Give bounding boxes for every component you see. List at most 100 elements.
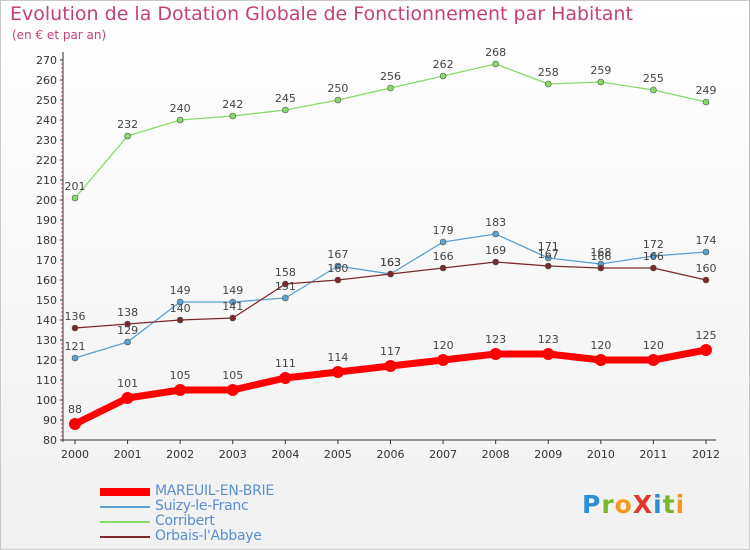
data-label: 168 bbox=[590, 246, 611, 259]
y-tick-label: 170 bbox=[36, 254, 57, 267]
data-label: 259 bbox=[590, 64, 611, 77]
data-label: 268 bbox=[485, 46, 506, 59]
y-tick-label: 240 bbox=[36, 114, 57, 127]
data-point bbox=[71, 324, 79, 332]
logo-letter: X bbox=[632, 490, 654, 519]
data-point bbox=[439, 264, 447, 272]
data-point bbox=[121, 392, 134, 404]
logo-letter: o bbox=[614, 490, 633, 519]
data-label: 105 bbox=[222, 369, 243, 382]
data-label: 171 bbox=[538, 240, 559, 253]
data-point bbox=[594, 354, 607, 366]
data-label: 88 bbox=[68, 403, 82, 416]
x-tick-label: 2008 bbox=[482, 448, 510, 461]
data-label: 166 bbox=[433, 250, 454, 263]
chart-title: Evolution de la Dotation Globale de Fonc… bbox=[10, 3, 633, 25]
data-point bbox=[334, 276, 342, 284]
data-label: 160 bbox=[327, 262, 348, 275]
legend-swatch-mareuil bbox=[100, 488, 150, 496]
x-tick-label: 2004 bbox=[271, 448, 299, 461]
legend-swatch-suizy bbox=[100, 506, 150, 508]
data-label: 256 bbox=[380, 70, 401, 83]
data-point bbox=[176, 116, 184, 124]
data-point bbox=[700, 344, 712, 356]
logo-letter: i bbox=[653, 490, 663, 519]
data-label: 183 bbox=[485, 216, 506, 229]
y-tick-label: 230 bbox=[36, 134, 57, 147]
x-tick-label: 2012 bbox=[692, 448, 720, 461]
data-point bbox=[331, 366, 344, 378]
x-tick-label: 2009 bbox=[534, 448, 562, 461]
y-tick-label: 150 bbox=[36, 294, 57, 307]
data-label: 149 bbox=[170, 284, 191, 297]
data-label: 250 bbox=[327, 82, 348, 95]
x-tick-label: 2000 bbox=[61, 448, 89, 461]
y-tick-label: 270 bbox=[36, 54, 57, 67]
data-label: 105 bbox=[170, 369, 191, 382]
data-label: 166 bbox=[643, 250, 664, 263]
data-label: 123 bbox=[485, 333, 506, 346]
data-point bbox=[282, 294, 289, 302]
y-tick-label: 120 bbox=[36, 354, 57, 367]
data-label: 163 bbox=[380, 256, 401, 269]
data-label: 114 bbox=[327, 351, 348, 364]
data-label: 140 bbox=[170, 302, 191, 315]
data-point bbox=[437, 354, 450, 366]
data-point bbox=[174, 384, 187, 396]
data-label: 120 bbox=[643, 339, 664, 352]
data-point bbox=[597, 264, 605, 272]
data-point bbox=[544, 262, 552, 270]
data-point bbox=[597, 78, 605, 86]
data-point bbox=[702, 248, 710, 256]
data-label: 138 bbox=[117, 306, 138, 319]
y-tick-label: 210 bbox=[36, 174, 57, 187]
data-point bbox=[702, 276, 710, 284]
data-point bbox=[334, 96, 342, 104]
data-point bbox=[384, 360, 397, 372]
data-label: 101 bbox=[117, 377, 138, 390]
x-tick-label: 2005 bbox=[324, 448, 352, 461]
data-point bbox=[229, 298, 237, 306]
legend-label-corribert: Corribert bbox=[155, 513, 215, 529]
data-point bbox=[439, 238, 447, 246]
data-label: 240 bbox=[170, 102, 191, 115]
data-label: 117 bbox=[380, 345, 401, 358]
data-label: 201 bbox=[65, 180, 86, 193]
x-tick-label: 2007 bbox=[429, 448, 457, 461]
data-label: 125 bbox=[696, 329, 717, 342]
data-point bbox=[124, 132, 131, 140]
data-label: 249 bbox=[696, 84, 717, 97]
legend-label-orbais: Orbais-l'Abbaye bbox=[155, 528, 262, 544]
data-label: 123 bbox=[538, 333, 559, 346]
data-label: 179 bbox=[433, 224, 454, 237]
data-label: 172 bbox=[643, 238, 664, 251]
data-point bbox=[124, 338, 131, 346]
y-tick-label: 110 bbox=[36, 374, 57, 387]
data-label: 262 bbox=[433, 58, 454, 71]
data-point bbox=[387, 84, 394, 92]
logo-letter: i bbox=[675, 490, 686, 519]
x-tick-label: 2011 bbox=[639, 448, 667, 461]
data-point bbox=[176, 298, 184, 306]
logo-letter: t bbox=[662, 490, 676, 519]
data-point bbox=[226, 384, 239, 396]
data-point bbox=[544, 254, 552, 262]
y-tick-label: 130 bbox=[36, 334, 57, 347]
data-point bbox=[492, 60, 499, 68]
data-point bbox=[647, 354, 660, 366]
x-tick-label: 2001 bbox=[114, 448, 142, 461]
data-point bbox=[279, 372, 292, 384]
data-label: 136 bbox=[65, 310, 86, 323]
data-label: 120 bbox=[433, 339, 454, 352]
data-label: 174 bbox=[696, 234, 717, 247]
data-label: 258 bbox=[538, 66, 559, 79]
y-tick-label: 220 bbox=[36, 154, 57, 167]
data-label: 111 bbox=[275, 357, 296, 370]
proxiti-logo: ProXiti bbox=[582, 490, 685, 519]
x-tick-label: 2003 bbox=[219, 448, 247, 461]
data-label: 169 bbox=[485, 244, 506, 257]
y-tick-label: 250 bbox=[36, 94, 57, 107]
series-line bbox=[74, 63, 707, 199]
data-point bbox=[492, 230, 499, 238]
